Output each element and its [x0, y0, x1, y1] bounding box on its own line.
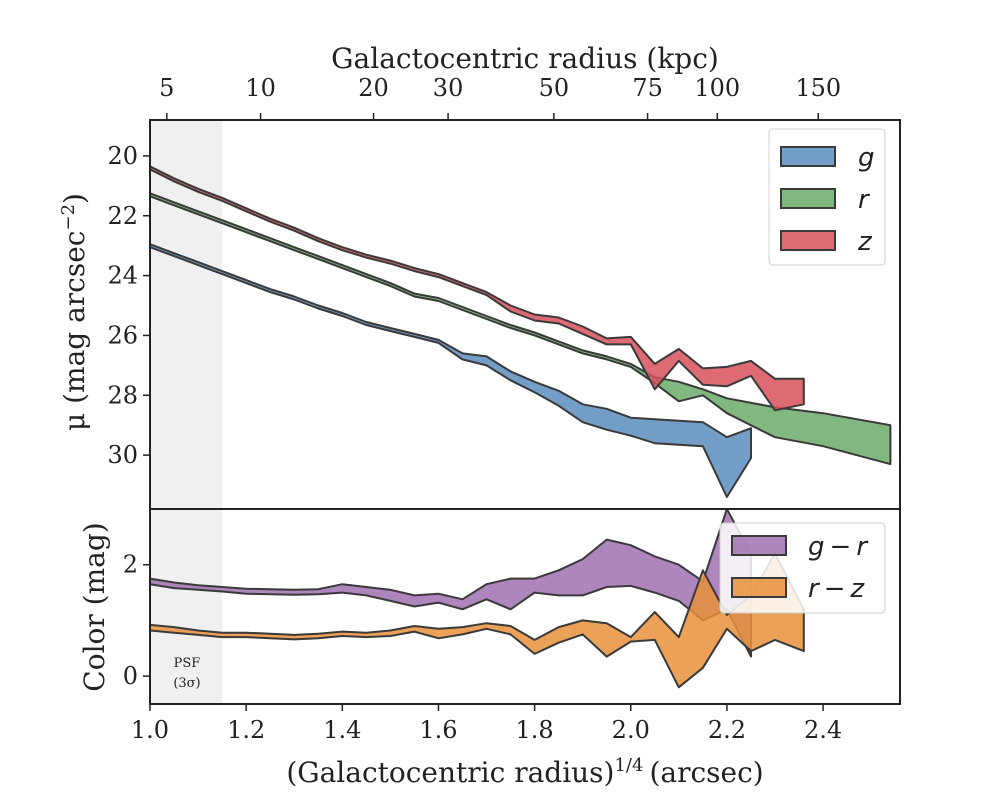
- legend-term-b: z: [850, 574, 866, 604]
- legend-label-g: g: [858, 143, 875, 173]
- psf-sigma-label: (3σ): [173, 676, 200, 691]
- legend-label-r-z: r − z: [808, 574, 866, 604]
- band-g: [150, 243, 752, 498]
- top-tick-label: 150: [795, 74, 841, 102]
- legend-operator: −: [824, 574, 846, 604]
- bottom-panel-frame: [149, 508, 901, 705]
- legend-swatch-r-z: [731, 577, 787, 598]
- legend-swatch-g-r: [731, 535, 787, 556]
- x-tick-label: 1.4: [323, 716, 361, 744]
- band-g-minus-r: [150, 509, 752, 658]
- legend-label-g-r: g − r: [808, 532, 869, 562]
- ylabel-main: μ (mag arcsec: [58, 231, 91, 431]
- legend-swatch-r: [780, 188, 836, 209]
- band-z: [150, 165, 805, 412]
- y-tick-label: 30: [107, 441, 138, 469]
- x-tick-label: 1.0: [131, 716, 169, 744]
- top-tick-label: 30: [433, 74, 464, 102]
- legend-swatch-g: [780, 146, 836, 167]
- bottom-x-axis-title: (Galactocentric radius)1/4 (arcsec): [286, 755, 763, 789]
- legend-operator: −: [830, 532, 852, 562]
- x-tick-label: 1.8: [516, 716, 554, 744]
- top-axis-title: Galactocentric radius (kpc): [331, 42, 719, 75]
- top-tick-label: 100: [694, 74, 740, 102]
- ylabel-end: ): [58, 193, 91, 204]
- x-tick-label: 1.2: [227, 716, 265, 744]
- top-tick-label: 75: [632, 74, 663, 102]
- top-tick-label: 10: [245, 74, 276, 102]
- x-tick-label: 2.0: [612, 716, 650, 744]
- top-tick-label: 50: [539, 74, 570, 102]
- legend-bands: grz: [768, 128, 886, 266]
- y-tick-label: 24: [107, 262, 138, 290]
- band-r-minus-z: [150, 552, 805, 689]
- x-tick-label: 2.2: [708, 716, 746, 744]
- y-tick-label: 0: [123, 662, 138, 690]
- color-panel: PSF(3σ)021.0 1.2 1.4 1.6 1.8 2.0 2.2 2.4g − rr − z: [123, 508, 901, 744]
- legend-term-a: g: [808, 532, 825, 562]
- psf-region-top: [150, 120, 223, 509]
- ylabel-sup: −2: [58, 204, 79, 231]
- y-tick-label: 2: [123, 551, 138, 579]
- top-y-axis-title: μ (mag arcsec−2): [58, 193, 91, 431]
- xlabel-unit: (arcsec): [649, 756, 763, 789]
- y-tick-label: 22: [107, 202, 138, 230]
- band-r: [150, 192, 892, 466]
- legend-label-z: z: [857, 227, 873, 257]
- x-tick-label: 1.6: [419, 716, 457, 744]
- x-tick-label: 2.4: [804, 716, 842, 744]
- bottom-plot-area: [150, 509, 805, 704]
- legend-term-a: r: [808, 574, 821, 604]
- psf-label: PSF: [174, 656, 201, 671]
- y-tick-label: 28: [107, 381, 138, 409]
- psf-region-bottom: [150, 509, 223, 704]
- top-tick-label: 5: [159, 74, 174, 102]
- legend-label-r: r: [858, 185, 871, 215]
- y-tick-label: 26: [107, 321, 138, 349]
- legend-swatch-z: [780, 230, 836, 251]
- legend-colors: g − rr − z: [719, 522, 886, 614]
- surface-brightness-panel: 20 22 24 26 28 30 5 10 20 30 50 75 100 150 grz: [107, 74, 901, 510]
- top-tick-label: 20: [358, 74, 389, 102]
- y-tick-label: 20: [107, 142, 138, 170]
- legend-term-b: r: [856, 532, 869, 562]
- top-plot-area: [150, 120, 892, 509]
- xlabel-main: (Galactocentric radius): [286, 756, 614, 789]
- xlabel-sup: 1/4: [614, 755, 643, 776]
- bottom-y-axis-title: Color (mag): [78, 522, 111, 691]
